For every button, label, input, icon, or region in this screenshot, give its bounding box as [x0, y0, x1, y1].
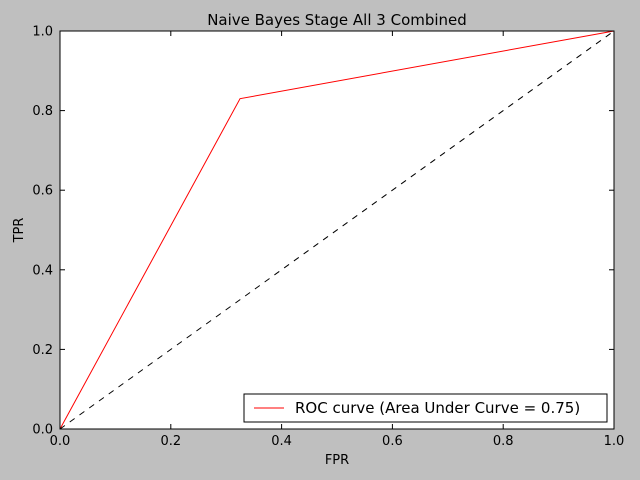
plot-frame	[59, 30, 615, 430]
y-axis-label: TPR	[12, 218, 27, 244]
y-tick-label: 0.8	[32, 104, 53, 119]
chart-title: Naive Bayes Stage All 3 Combined	[207, 11, 467, 29]
y-tick-label: 0.4	[32, 263, 53, 278]
ticks-layer: 0.0 0.2 0.4 0.6 0.8 1.0 0.0 0.2 0.4 0.6 0.8 1.0	[32, 25, 624, 450]
legend: ROC curve (Area Under Curve = 0.75)	[243, 393, 608, 423]
series-layer	[59, 30, 615, 430]
y-tick-label: 1.0	[32, 25, 53, 40]
roc-curve-line	[59, 30, 615, 430]
y-tick-label: 0.2	[32, 343, 53, 358]
x-tick-label: 0.6	[382, 434, 403, 449]
legend-box	[243, 393, 608, 423]
x-tick-label: 0.0	[50, 434, 71, 449]
x-tick-label: 0.2	[160, 434, 181, 449]
y-tick-label: 0.6	[32, 184, 53, 199]
x-tick-label: 1.0	[604, 434, 625, 449]
chance-diagonal-line	[59, 30, 615, 430]
y-tick-label: 0.0	[32, 423, 53, 438]
x-tick-label: 0.4	[271, 434, 292, 449]
legend-entry-roc: ROC curve (Area Under Curve = 0.75)	[295, 399, 580, 417]
x-axis-label: FPR	[325, 453, 349, 468]
x-tick-label: 0.8	[493, 434, 514, 449]
